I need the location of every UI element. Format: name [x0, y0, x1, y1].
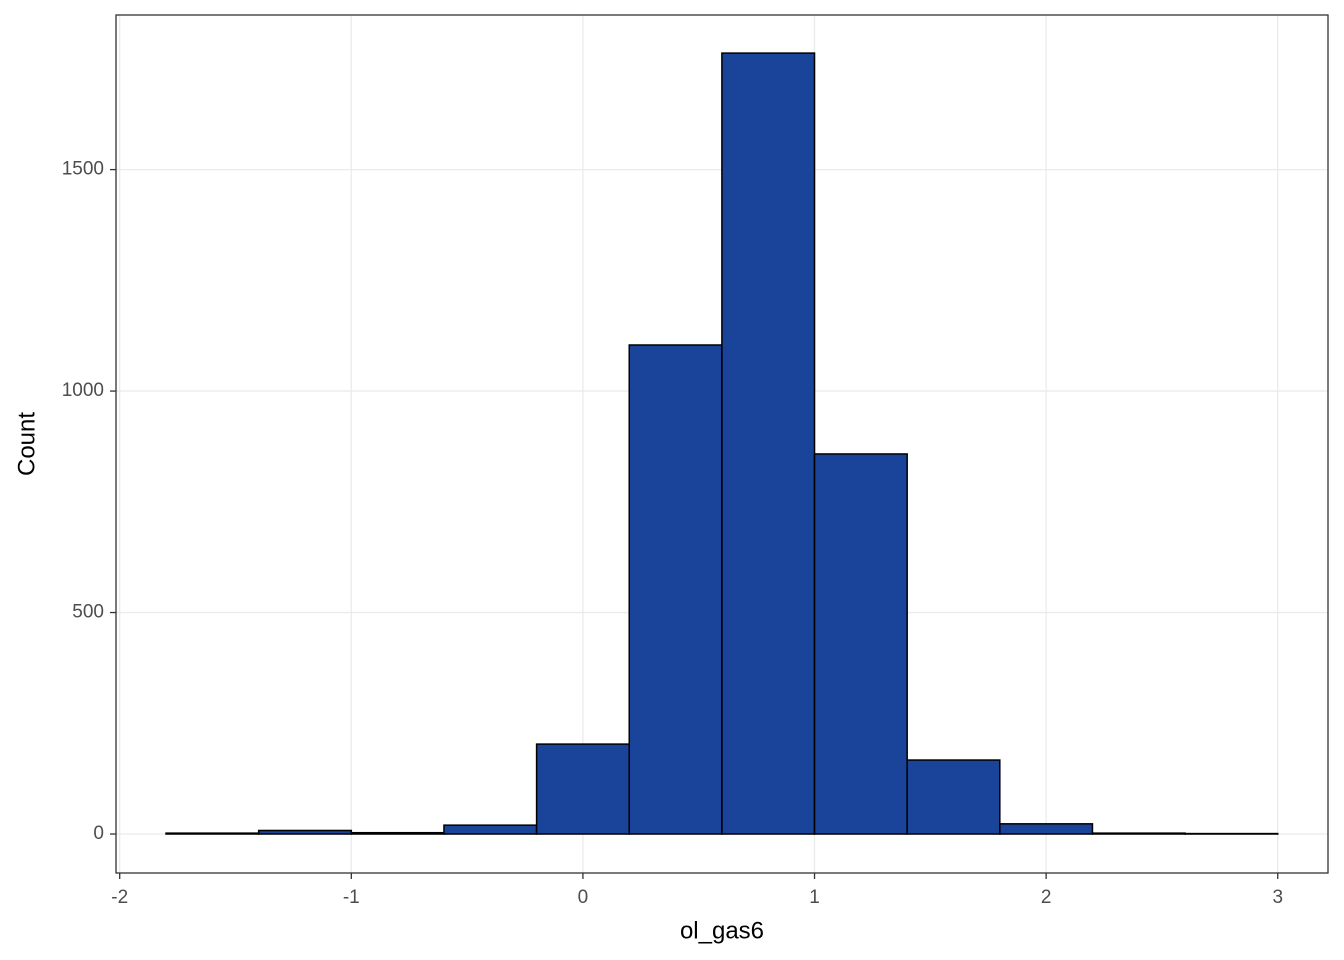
bar: [906, 759, 1001, 835]
bar: [1091, 832, 1186, 835]
panel-border: [115, 14, 1329, 874]
bar: [350, 831, 445, 835]
x-tick-label: -1: [343, 887, 360, 908]
bar: [165, 832, 260, 835]
y-tick-label: 1000: [62, 380, 104, 401]
bar: [628, 344, 723, 835]
x-tick-label: 1: [809, 887, 820, 908]
bar: [999, 823, 1094, 835]
x-tick-label: 3: [1272, 887, 1283, 908]
y-axis-title: Count: [13, 412, 40, 476]
x-axis-title: ol_gas6: [680, 917, 764, 944]
y-tick-label: 0: [93, 823, 104, 844]
bar: [535, 743, 630, 835]
bar: [813, 453, 908, 835]
x-tick-label: -2: [111, 887, 128, 908]
bar: [257, 829, 353, 835]
x-tick-label: 0: [578, 887, 589, 908]
y-tick-label: 500: [72, 602, 104, 623]
x-tick-label: 2: [1041, 887, 1052, 908]
bar: [443, 824, 538, 835]
y-tick-label: 1500: [62, 159, 104, 180]
bar: [721, 52, 816, 835]
